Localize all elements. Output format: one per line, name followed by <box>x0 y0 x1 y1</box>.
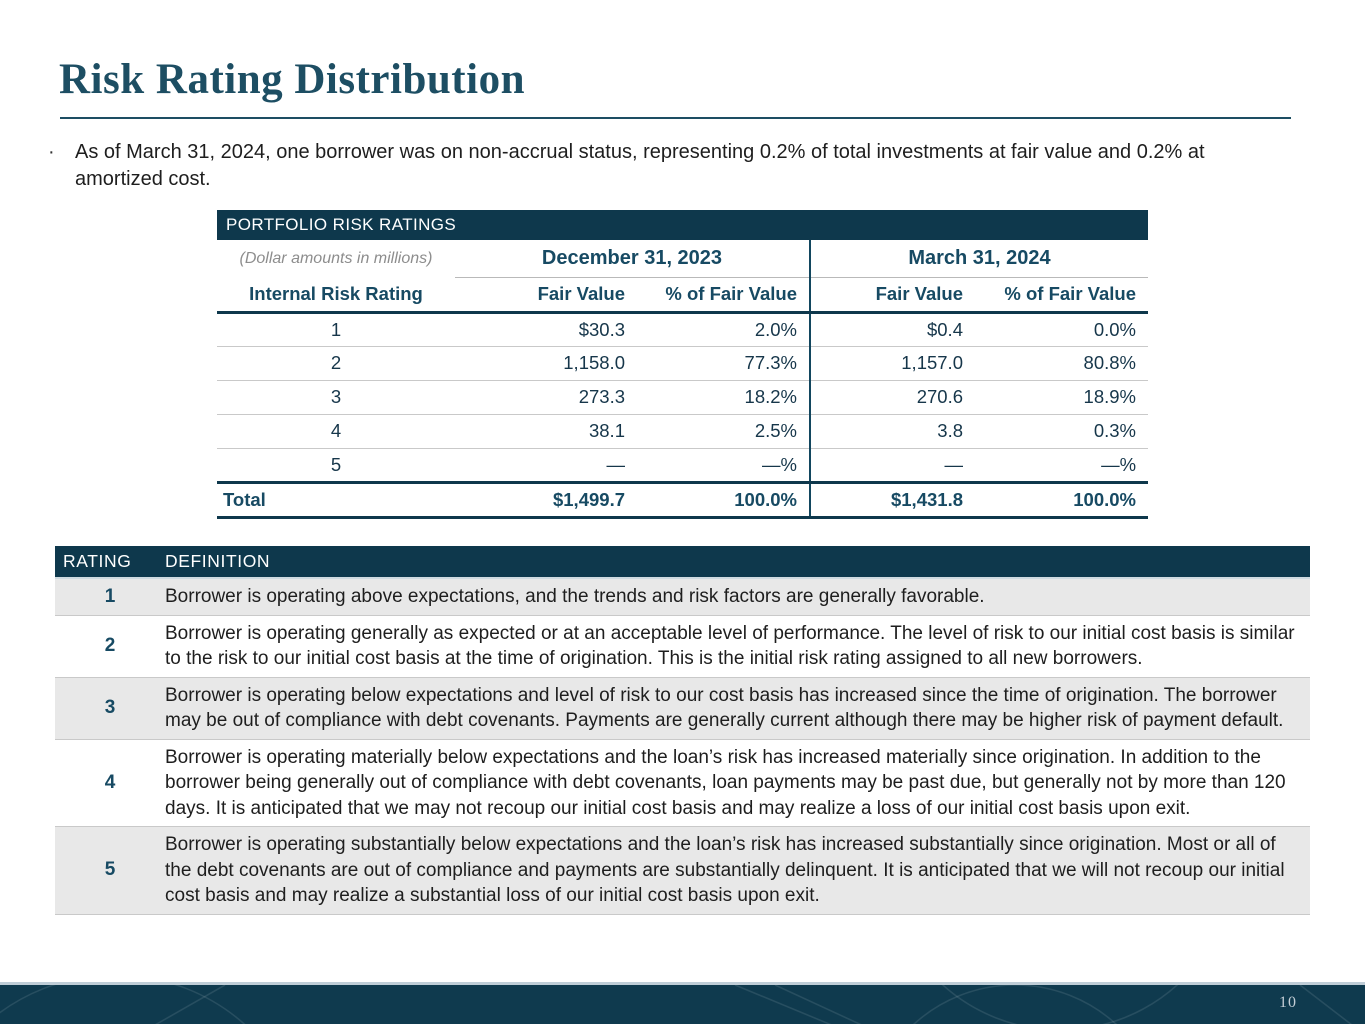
definition-row: 4 Borrower is operating materially below… <box>55 739 1310 827</box>
rating-value: 4 <box>217 414 455 449</box>
rating-number: 4 <box>55 739 165 827</box>
definition-row: 3 Borrower is operating below expectatio… <box>55 677 1310 740</box>
title-underline <box>60 117 1291 119</box>
portfolio-risk-ratings-table: PORTFOLIO RISK RATINGS (Dollar amounts i… <box>217 210 1149 519</box>
rating-value: 2 <box>217 346 455 381</box>
rating-number: 2 <box>55 615 165 678</box>
rating-value: 3 <box>217 380 455 415</box>
mar-fair-value: — <box>809 448 975 483</box>
rating-definitions-table: RATING DEFINITION 1 Borrower is operatin… <box>55 546 1310 915</box>
intro-bullet: · As of March 31, 2024, one borrower was… <box>46 139 1296 193</box>
rating-value: 5 <box>217 448 455 483</box>
total-mar-fair-value: $1,431.8 <box>809 480 975 519</box>
page-title: Risk Rating Distribution <box>59 56 525 103</box>
mar-pct-fair-value: 18.9% <box>975 380 1149 415</box>
rating-definition: Borrower is operating below expectations… <box>165 677 1310 740</box>
col-header-mar-pct-fair-value: % of Fair Value <box>975 277 1149 314</box>
rating-value: 1 <box>217 312 455 347</box>
col-header-dec-fair-value: Fair Value <box>455 277 637 314</box>
period-header-mar-2024: March 31, 2024 <box>808 240 1149 278</box>
definition-row: 5 Borrower is operating substantially be… <box>55 826 1310 915</box>
table-row: 1 $30.3 2.0% $0.4 0.0% <box>217 312 1149 347</box>
dec-fair-value: — <box>455 448 637 483</box>
dec-fair-value: 1,158.0 <box>455 346 637 381</box>
definition-row: 2 Borrower is operating generally as exp… <box>55 615 1310 678</box>
dec-pct-fair-value: 77.3% <box>637 346 810 381</box>
table-row: 2 1,158.0 77.3% 1,157.0 80.8% <box>217 346 1149 381</box>
mar-pct-fair-value: 80.8% <box>975 346 1149 381</box>
definition-column-header: DEFINITION <box>165 546 1310 579</box>
mar-fair-value: 1,157.0 <box>809 346 975 381</box>
definitions-header-row: RATING DEFINITION <box>55 546 1310 579</box>
dec-fair-value: 273.3 <box>455 380 637 415</box>
column-header-row: Internal Risk Rating Fair Value % of Fai… <box>217 277 1149 314</box>
total-row: Total $1,499.7 100.0% $1,431.8 100.0% <box>217 480 1149 519</box>
table-title-row: PORTFOLIO RISK RATINGS <box>217 210 1149 240</box>
mar-pct-fair-value: 0.0% <box>975 312 1149 347</box>
mar-pct-fair-value: 0.3% <box>975 414 1149 449</box>
footer-decoration <box>0 985 1353 1024</box>
page-number: 10 <box>1279 994 1297 1011</box>
mar-fair-value: 3.8 <box>809 414 975 449</box>
bullet-marker: · <box>48 141 55 163</box>
mar-fair-value: 270.6 <box>809 380 975 415</box>
col-header-dec-pct-fair-value: % of Fair Value <box>637 277 810 314</box>
total-mar-pct-fair-value: 100.0% <box>975 480 1149 519</box>
total-dec-pct-fair-value: 100.0% <box>637 480 810 519</box>
period-header-row: (Dollar amounts in millions) December 31… <box>217 240 1149 278</box>
dec-fair-value: 38.1 <box>455 414 637 449</box>
dec-pct-fair-value: 2.5% <box>637 414 810 449</box>
table-row: 5 — —% — —% <box>217 448 1149 483</box>
mar-fair-value: $0.4 <box>809 312 975 347</box>
rating-definition: Borrower is operating substantially belo… <box>165 826 1310 915</box>
dec-pct-fair-value: —% <box>637 448 810 483</box>
rating-definition: Borrower is operating above expectations… <box>165 578 1310 616</box>
dec-fair-value: $30.3 <box>455 312 637 347</box>
rating-number: 3 <box>55 677 165 740</box>
rating-number: 5 <box>55 826 165 915</box>
mar-pct-fair-value: —% <box>975 448 1149 483</box>
total-dec-fair-value: $1,499.7 <box>455 480 637 519</box>
rating-number: 1 <box>55 578 165 616</box>
table-row: 3 273.3 18.2% 270.6 18.9% <box>217 380 1149 415</box>
rating-definition: Borrower is operating materially below e… <box>165 739 1310 827</box>
ratings-table-title: PORTFOLIO RISK RATINGS <box>217 210 1149 240</box>
rating-definition: Borrower is operating generally as expec… <box>165 615 1310 678</box>
units-note: (Dollar amounts in millions) <box>239 249 433 267</box>
footer-bar: 10 <box>0 982 1365 1024</box>
col-header-mar-fair-value: Fair Value <box>809 277 975 314</box>
period-header-dec-2023: December 31, 2023 <box>455 240 810 278</box>
dec-pct-fair-value: 18.2% <box>637 380 810 415</box>
rating-column-header: RATING <box>55 546 165 579</box>
total-label: Total <box>217 480 455 519</box>
dec-pct-fair-value: 2.0% <box>637 312 810 347</box>
bullet-text: As of March 31, 2024, one borrower was o… <box>75 141 1205 190</box>
table-row: 4 38.1 2.5% 3.8 0.3% <box>217 414 1149 449</box>
col-header-internal-risk-rating: Internal Risk Rating <box>217 277 455 314</box>
definition-row: 1 Borrower is operating above expectatio… <box>55 578 1310 616</box>
